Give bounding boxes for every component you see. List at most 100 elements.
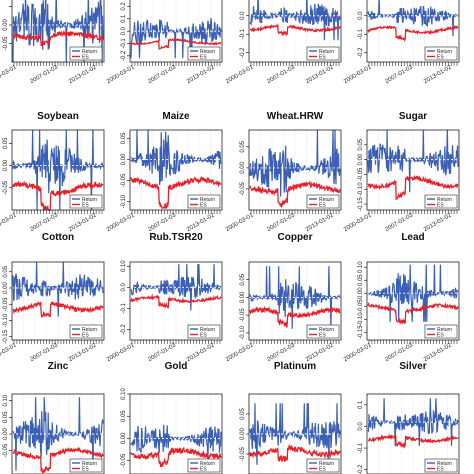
legend-label-return: Return — [319, 49, 334, 55]
x-date-label: 2007-01-03 — [266, 342, 296, 363]
y-tick-label: -0.05 — [358, 167, 364, 181]
legend-label-es: ES — [319, 466, 326, 472]
x-date-label: 2013-01-02 — [186, 212, 216, 233]
panel-1: 0.2 0.1 0.0 -0.1-0.2 2000-03-01 2007-01-03 201… — [106, 0, 223, 85]
series-return — [249, 403, 341, 465]
series-return — [367, 129, 459, 193]
series-es — [130, 176, 222, 210]
y-tick-label: -0.10 — [121, 194, 127, 208]
y-tick-label: -0.05 — [3, 443, 9, 457]
y-tick-label: 0.05 — [240, 408, 246, 420]
panel-title: Soybean — [37, 111, 79, 122]
y-tick-label: 0.05 — [3, 137, 9, 149]
series-es — [12, 29, 104, 47]
panel-title: Copper — [278, 232, 313, 243]
x-date-label: 2013-01-02 — [68, 64, 98, 85]
legend-label-return: Return — [82, 49, 97, 55]
y-tick-label: -0.2 — [358, 47, 364, 58]
legend-label-es: ES — [319, 202, 326, 208]
series-es — [367, 301, 459, 326]
legend-label-return: Return — [82, 327, 97, 333]
y-tick-label: -0.15 — [358, 197, 364, 211]
y-tick-label: 0.05 — [121, 132, 127, 144]
legend-label-return: Return — [437, 49, 452, 55]
x-date-label: 2013-01-02 — [423, 342, 453, 363]
series-es — [12, 300, 104, 318]
series-return — [12, 0, 104, 63]
y-tick-label: -0.05 — [358, 299, 364, 313]
y-tick-label: -0.10 — [240, 325, 246, 339]
panel-frame — [129, 393, 223, 474]
x-date-label: 2000-03-01 — [343, 212, 373, 233]
legend-label-return: Return — [200, 197, 215, 203]
y-tick-label: 0.00 — [240, 291, 246, 303]
y-tick-label: -0.05 — [240, 181, 246, 195]
y-tick-label: -0.1 — [358, 442, 364, 453]
series-return — [130, 264, 222, 311]
panel-2: 0.0 -0.1 -0.2 2000-03-01 2007-01-03 2013-01-0… — [225, 0, 342, 85]
legend-label-es: ES — [437, 466, 444, 472]
y-tick-label: 0.0 — [358, 11, 364, 20]
x-date-label: 2000-03-01 — [225, 64, 255, 85]
y-tick-label: 0.05 — [121, 410, 127, 422]
x-date-label: 2007-01-03 — [29, 64, 59, 85]
y-tick-label: -0.2 — [121, 50, 127, 61]
panel-frame — [366, 393, 460, 474]
y-tick-label: -0.15 — [358, 325, 364, 339]
x-date-label: 2007-01-03 — [29, 212, 59, 233]
x-date-label: 2007-01-03 — [266, 212, 296, 233]
y-tick-label: 0.05 — [3, 265, 9, 277]
x-date-label: 2013-01-02 — [186, 64, 216, 85]
x-date-label: 2013-01-02 — [305, 64, 335, 85]
y-tick-label: -0.10 — [3, 313, 9, 327]
y-tick-label: 0.05 — [3, 411, 9, 423]
series-return — [249, 129, 341, 197]
series-return — [130, 18, 222, 59]
x-date-label: 2013-01-02 — [423, 212, 453, 233]
y-tick-label: 0.0 — [358, 422, 364, 431]
x-date-label: 2013-01-02 — [68, 342, 98, 363]
series-return — [249, 0, 341, 41]
x-date-label: 2000-03-01 — [0, 342, 18, 363]
panel-title: Wheat.HRW — [267, 111, 324, 122]
legend-label-es: ES — [437, 54, 444, 60]
panel-title: Sugar — [399, 111, 427, 122]
y-tick-label: 0.0 — [121, 26, 127, 35]
y-tick-label: 0.00 — [3, 282, 9, 294]
x-date-label: 2000-03-01 — [0, 212, 18, 233]
legend-label-return: Return — [200, 327, 215, 333]
x-date-label: 2000-03-01 — [343, 342, 373, 363]
legend-label-es: ES — [200, 54, 207, 60]
series-return — [12, 397, 104, 471]
y-tick-label: 0.10 — [3, 394, 9, 406]
x-date-label: 2007-01-03 — [147, 342, 177, 363]
x-date-label: 2000-03-01 — [225, 342, 255, 363]
y-tick-label: -0.15 — [3, 329, 9, 343]
panel-title: Cotton — [42, 232, 74, 243]
y-tick-label: 0.10 — [121, 388, 127, 400]
y-tick-label: -0.10 — [358, 312, 364, 326]
legend-label-es: ES — [82, 466, 89, 472]
panel-title: Platinum — [274, 361, 316, 372]
series-es — [249, 23, 341, 37]
legend-label-return: Return — [437, 327, 452, 333]
y-tick-label: 0.05 — [358, 138, 364, 150]
series-es — [367, 174, 459, 201]
panel-4: Soybean 0.05 0.00 -0.05 2000-03-01 2007-01-03… — [0, 111, 105, 233]
x-date-label: 2007-01-03 — [29, 342, 59, 363]
series-es — [367, 433, 459, 449]
panel-title: Rub.TSR20 — [149, 232, 203, 243]
legend-label-es: ES — [200, 332, 207, 338]
series-return — [130, 129, 222, 186]
y-tick-label: -0.05 — [121, 453, 127, 467]
y-tick-label: 0.00 — [240, 161, 246, 173]
legend-label-es: ES — [319, 332, 326, 338]
y-tick-label: 0.00 — [3, 159, 9, 171]
y-tick-label: -0.2 — [240, 47, 246, 58]
legend-label-es: ES — [437, 202, 444, 208]
panel-9: Rub.TSR20 0.10 0.0 -0.1 -0.2 2000-03-01 2007-0… — [106, 232, 223, 363]
